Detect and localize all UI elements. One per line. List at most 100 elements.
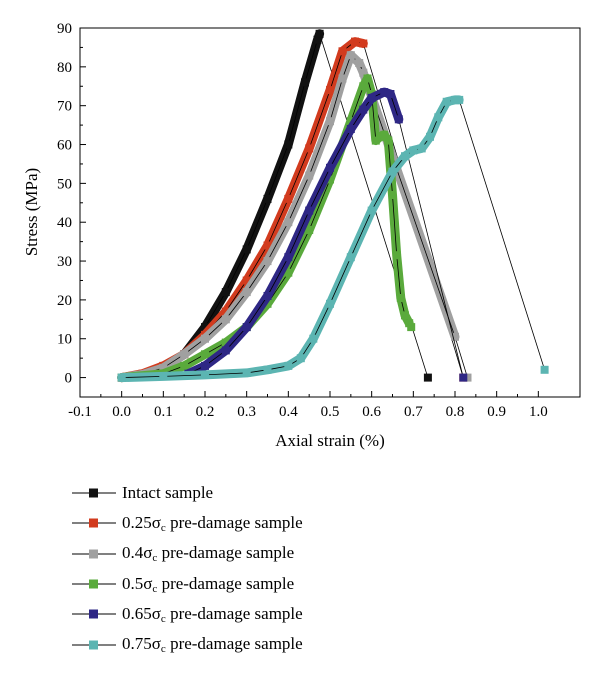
series-point	[386, 90, 395, 98]
series-point	[242, 276, 251, 285]
series-point	[117, 373, 126, 382]
y-tick-label: 0	[65, 371, 73, 387]
series-point	[394, 115, 403, 124]
series-point	[221, 338, 230, 347]
series-point	[315, 29, 324, 38]
series-connector-line	[121, 32, 429, 378]
x-tick-label: 0.8	[446, 404, 465, 420]
series-point	[326, 163, 334, 172]
y-tick-label: 10	[57, 332, 72, 348]
series-point	[242, 245, 251, 254]
series-point	[326, 299, 334, 308]
series-point	[242, 288, 251, 297]
x-tick-label: 0.0	[112, 404, 131, 420]
y-axis-title: Stress (MPa)	[22, 168, 41, 256]
series-point	[376, 132, 384, 141]
x-tick-label: 0.6	[362, 404, 381, 420]
series-point	[401, 311, 409, 320]
series-line	[117, 50, 460, 383]
x-tick-label: 0.2	[196, 404, 215, 420]
legend-label: 0.4σc pre-damage sample	[122, 543, 295, 565]
y-tick-label: 80	[57, 60, 72, 76]
series-point	[305, 171, 314, 180]
legend-label: 0.65σc pre-damage sample	[122, 603, 303, 625]
legend-swatch	[72, 579, 116, 589]
series-point	[367, 206, 376, 215]
x-tick-label: 0.4	[279, 404, 298, 420]
series-point	[359, 68, 368, 77]
series-point	[263, 292, 272, 300]
series-point	[180, 350, 189, 359]
legend-swatch	[72, 640, 116, 650]
x-tick-label: -0.1	[68, 404, 92, 420]
series-0	[117, 29, 432, 383]
y-tick-label: 60	[57, 138, 72, 154]
legend-item: 0.75σc pre-damage sample	[70, 629, 303, 659]
legend-swatch	[72, 518, 116, 528]
legend-label: 0.5σc pre-damage sample	[122, 573, 295, 595]
legend: Intact sample 0.25σc pre-damage sample 0.4…	[70, 478, 303, 660]
series-point	[540, 365, 549, 374]
series-point	[388, 167, 397, 176]
series-point	[284, 194, 293, 203]
legend-item: 0.25σc pre-damage sample	[70, 508, 303, 538]
x-axis-ticks: -0.1 0.0 0.1 0.2 0.3 0.4 0.5 0.6 0.7 0.8 0.9 1.0	[68, 391, 548, 420]
series-point	[305, 226, 314, 234]
series-point	[346, 253, 355, 262]
legend-swatch	[72, 609, 116, 619]
y-tick-label: 90	[57, 21, 72, 37]
series-point	[326, 117, 334, 126]
x-tick-label: 0.5	[321, 404, 340, 420]
series-point	[263, 257, 272, 266]
series-point	[338, 74, 347, 83]
series-point	[359, 105, 368, 114]
series-point	[359, 82, 368, 91]
series-point	[201, 361, 209, 370]
y-tick-label: 20	[57, 293, 72, 309]
y-tick-label: 70	[57, 99, 72, 115]
series-point	[409, 146, 418, 155]
series-point	[284, 253, 293, 262]
series-point	[423, 373, 432, 382]
y-axis-ticks: 0 10 20 30 40 50 60 70 80 90	[57, 21, 86, 387]
x-axis-title: Axial strain (%)	[275, 431, 385, 450]
legend-item: 0.65σc pre-damage sample	[70, 599, 303, 629]
series-point	[284, 268, 293, 277]
series-point	[263, 365, 272, 374]
series-point	[263, 194, 272, 203]
series-point	[392, 251, 401, 260]
y-tick-label: 30	[57, 254, 72, 270]
series-layer	[117, 29, 549, 383]
series-point	[305, 206, 314, 215]
series-point	[359, 39, 368, 48]
series-point	[388, 191, 397, 199]
series-point	[296, 354, 305, 363]
series-point	[284, 218, 293, 227]
legend-label: 0.75σc pre-damage sample	[122, 634, 303, 656]
series-point	[221, 288, 230, 297]
series-point	[380, 88, 389, 97]
series-point	[442, 97, 451, 106]
series-point	[309, 334, 318, 343]
series-point	[305, 144, 314, 153]
series-point	[346, 51, 355, 60]
series-point	[313, 35, 322, 44]
series-point	[180, 361, 189, 370]
x-tick-label: 0.3	[237, 404, 256, 420]
legend-item: 0.5σc pre-damage sample	[70, 569, 303, 599]
series-point	[363, 74, 372, 83]
series-2	[117, 50, 472, 383]
series-point	[459, 373, 468, 382]
series-point	[351, 37, 359, 46]
series-point	[242, 323, 251, 332]
series-point	[380, 130, 389, 139]
series-point	[221, 346, 230, 355]
series-point	[401, 152, 409, 161]
series-point	[284, 361, 293, 370]
series-point	[326, 86, 334, 95]
series-point	[338, 47, 347, 56]
legend-label: Intact sample	[122, 483, 214, 503]
series-point	[201, 370, 209, 379]
series-point	[384, 136, 393, 145]
